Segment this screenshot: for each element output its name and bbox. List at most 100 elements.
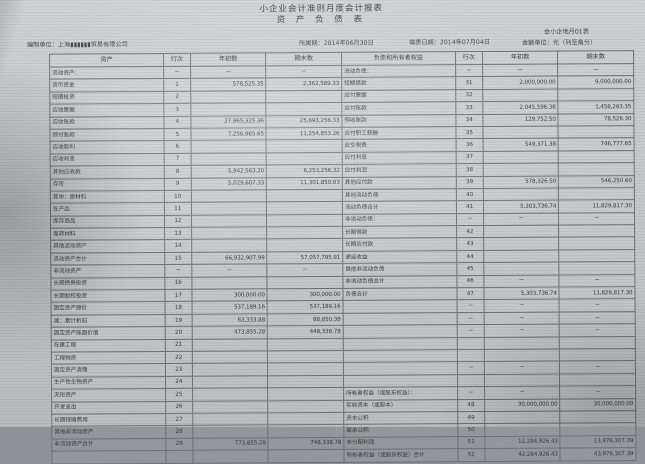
row-lineno-liability: 33 — [455, 101, 483, 115]
row-end-liability — [558, 162, 635, 176]
row-end-liability — [558, 125, 635, 139]
row-label-liability: 递延收益 — [342, 250, 457, 264]
row-begin-asset: 578,525.35 — [190, 78, 267, 92]
row-end-liability — [559, 249, 635, 263]
row-begin-asset: 66,932,907.99 — [191, 251, 268, 265]
row-lineno-liability: 47 — [456, 287, 484, 301]
row-label-liability: 流动负债： — [341, 64, 456, 78]
cell-empty — [192, 449, 269, 463]
row-end-asset: 11,301,850.63 — [266, 176, 343, 190]
row-begin-asset: 63,333.88 — [191, 313, 268, 327]
row-label-liability: 其他流动负债 — [342, 188, 457, 202]
row-begin-liability: 578,326.50 — [483, 175, 559, 189]
row-end-asset: 11,254,853.26 — [266, 127, 343, 141]
balance-sheet-table: 资产 行次 年初数 期末数 负债和所有者权益 行次 年初数 期末数 流动资产：－… — [49, 50, 637, 464]
row-begin-asset — [191, 214, 267, 228]
row-lineno-liability: 38 — [456, 163, 484, 177]
row-label-asset: 工程物资 — [51, 351, 166, 365]
row-end-liability — [558, 150, 635, 164]
row-label-liability: 应付账款 — [341, 101, 456, 115]
row-label-asset: 存货 — [50, 177, 165, 192]
fill-date-value: 2014年07月04日 — [439, 38, 490, 47]
row-end-asset — [266, 90, 342, 104]
row-end-liability: 746,777.65 — [558, 137, 635, 151]
row-lineno-liability: － — [456, 299, 484, 313]
col-header-liabilities: 负债和所有者权益 — [341, 51, 456, 66]
row-label-liability: 长期借款 — [342, 225, 457, 239]
row-label-liability: 盈余公积 — [343, 424, 458, 438]
row-begin-asset — [191, 189, 267, 203]
row-lineno-liability: 40 — [456, 188, 484, 201]
row-label-asset: 非流动资产 — [50, 264, 165, 278]
row-begin-liability: － — [483, 212, 559, 226]
row-end-asset — [267, 375, 344, 388]
row-lineno-asset: 12 — [164, 214, 192, 228]
row-begin-asset — [190, 90, 267, 104]
row-label-asset: 长期债券投资 — [50, 277, 165, 291]
row-label-liability: 短期借款 — [341, 77, 456, 91]
row-end-asset — [266, 102, 342, 116]
row-end-asset: 300,000.00 — [267, 288, 344, 302]
row-lineno-asset: 17 — [164, 289, 192, 302]
row-lineno-asset: 2 — [163, 91, 191, 104]
row-lineno-asset: － — [164, 264, 192, 278]
row-label-asset: 固定资产原价 — [51, 301, 166, 315]
row-lineno-liability: 36 — [455, 138, 483, 152]
row-begin-asset — [191, 202, 267, 215]
row-label-liability: 应付职工薪酬 — [341, 126, 456, 140]
row-label-liability: 资本公积 — [343, 411, 458, 425]
row-label-asset: 周转材料 — [50, 227, 165, 241]
row-begin-liability: 129,752.50 — [482, 113, 559, 127]
row-lineno-asset: － — [163, 66, 191, 79]
row-label-liability — [343, 300, 457, 314]
col-header-lineno-l: 行次 — [163, 53, 191, 67]
row-begin-liability: － — [483, 324, 560, 338]
row-lineno-asset: 25 — [165, 388, 193, 402]
row-end-liability: 11,829,817.30 — [559, 286, 636, 300]
row-begin-asset: 537,189.16 — [191, 301, 268, 315]
row-lineno-liability: 52 — [457, 448, 485, 462]
row-begin-liability: － — [482, 64, 559, 77]
row-end-liability: － — [559, 274, 635, 288]
row-label-liability: 其他非流动负债 — [342, 262, 457, 277]
row-begin-asset — [192, 425, 269, 439]
row-end-liability: 30,000,000.00 — [559, 398, 636, 411]
row-end-liability — [559, 348, 636, 362]
row-label-liability: 非流动负债合计 — [342, 275, 457, 289]
row-end-asset — [267, 350, 344, 364]
preparing-unit-label: 编制单位： — [26, 41, 58, 49]
row-label-liability: 所有者权益（或股东权益）合计 — [343, 448, 458, 462]
row-end-liability — [558, 88, 634, 102]
row-begin-liability — [484, 423, 561, 437]
row-lineno-asset: 4 — [163, 115, 191, 129]
row-begin-liability — [484, 373, 560, 387]
page-subtitle: 资 产 负 债 表 — [276, 14, 367, 26]
col-header-begin-l: 年初数 — [190, 52, 266, 67]
row-lineno-liability: 46 — [456, 275, 484, 288]
row-end-liability: － — [557, 63, 634, 77]
row-label-asset: 预付账款 — [49, 128, 164, 142]
row-begin-asset: 473,855.28 — [192, 326, 268, 339]
cell-empty — [268, 449, 344, 463]
row-begin-asset: 300,000.00 — [191, 288, 268, 302]
row-lineno-liability: 44 — [456, 250, 484, 263]
row-lineno-asset: 7 — [164, 153, 192, 166]
row-label-liability — [343, 362, 458, 376]
row-end-asset: 537,189.16 — [267, 300, 344, 314]
row-label-asset: 长期待摊费用 — [51, 413, 166, 427]
row-end-liability — [560, 422, 636, 436]
row-lineno-liability: － — [456, 312, 484, 325]
col-header-end-l: 期末数 — [265, 52, 342, 66]
row-label-liability — [343, 324, 458, 338]
row-lineno-asset: 16 — [164, 276, 192, 290]
row-lineno-liability: － — [457, 386, 485, 400]
row-lineno-liability: 42 — [456, 225, 484, 239]
row-end-liability: 9,000,000.00 — [558, 75, 634, 89]
row-begin-liability — [483, 262, 560, 276]
row-end-asset — [267, 238, 343, 252]
row-end-liability — [559, 261, 635, 275]
row-end-asset: 2,362,589.33 — [266, 77, 342, 91]
row-end-asset: 25,693,256.33 — [266, 114, 342, 128]
table-row: 所有者权益（或股东权益）合计 52 42,284,926.43 43,976,307.… — [51, 447, 637, 464]
row-lineno-asset: 26 — [165, 400, 193, 414]
